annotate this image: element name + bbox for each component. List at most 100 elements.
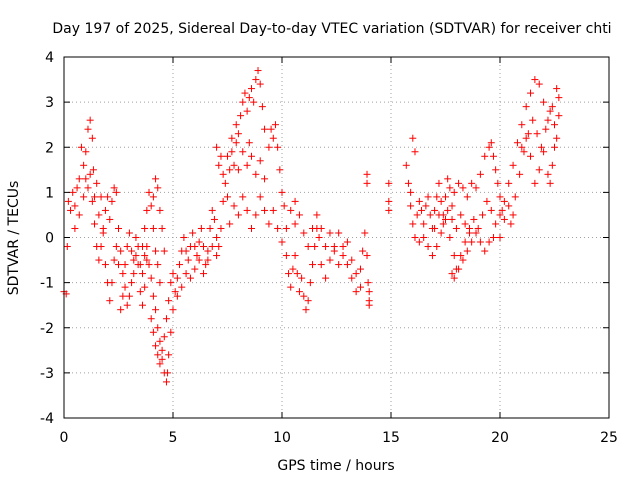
x-tick-labels: 0 5 10 15 20 25 (60, 430, 618, 446)
data-point (167, 328, 175, 336)
data-point (420, 234, 428, 241)
data-point (291, 220, 299, 228)
data-point (95, 211, 103, 219)
data-point (448, 215, 456, 223)
data-point (551, 143, 558, 151)
data-point (533, 130, 541, 138)
data-point (439, 220, 447, 228)
data-point (455, 179, 463, 187)
data-point (487, 139, 495, 147)
data-point (322, 274, 330, 282)
data-point (228, 148, 236, 156)
data-point (496, 234, 504, 241)
data-point (71, 202, 79, 210)
data-point (487, 206, 495, 214)
data-point (489, 234, 497, 241)
data-point (463, 193, 471, 201)
data-point (234, 166, 242, 174)
data-point (555, 94, 563, 102)
data-point (555, 112, 563, 120)
data-point (215, 243, 223, 251)
data-point (496, 211, 504, 219)
data-point (546, 179, 554, 187)
data-point (230, 202, 238, 210)
data-point (476, 238, 484, 246)
data-point (88, 134, 96, 142)
data-point (69, 188, 77, 196)
data-point (287, 283, 295, 291)
data-point (298, 274, 306, 282)
data-point (239, 98, 247, 106)
data-point (479, 211, 487, 219)
data-point (95, 256, 103, 264)
data-point (269, 206, 277, 214)
y-tick-label: 3 (45, 95, 54, 111)
data-point (141, 252, 149, 260)
data-point (472, 184, 480, 192)
data-point (442, 215, 449, 223)
data-point (75, 175, 83, 183)
data-point (204, 247, 212, 255)
data-point (522, 103, 530, 111)
data-point (99, 229, 107, 237)
data-point (304, 297, 312, 305)
data-point (546, 107, 554, 115)
data-point (431, 224, 439, 232)
data-point (315, 234, 323, 241)
data-point (311, 243, 319, 251)
x-tick-label: 10 (273, 430, 291, 446)
data-point (252, 170, 260, 178)
data-point (457, 211, 465, 219)
data-point (409, 134, 417, 142)
data-point (226, 166, 234, 174)
y-tick-label: -4 (40, 411, 54, 427)
data-point (317, 224, 325, 232)
data-point (63, 243, 71, 251)
data-point (256, 80, 264, 88)
data-point (411, 148, 419, 156)
data-point (481, 247, 489, 255)
grid-lines (64, 57, 609, 418)
data-point (130, 270, 138, 278)
data-point (435, 179, 443, 187)
data-point (154, 324, 162, 332)
data-point (149, 292, 157, 300)
data-point (518, 143, 526, 151)
data-point (176, 261, 184, 269)
data-point (84, 184, 92, 192)
data-point (295, 211, 303, 219)
data-point (524, 130, 532, 138)
data-point (293, 270, 301, 278)
data-point (507, 220, 515, 228)
data-point (522, 134, 530, 142)
data-point (287, 206, 295, 214)
data-point (162, 315, 170, 323)
data-point (147, 315, 155, 323)
data-point (261, 175, 269, 183)
data-point (422, 202, 430, 210)
data-point (119, 270, 127, 278)
data-point (152, 175, 160, 183)
data-point (117, 306, 125, 314)
data-point (518, 121, 526, 129)
data-point (149, 224, 157, 232)
data-point (457, 252, 465, 260)
data-point (339, 252, 347, 260)
data-point (101, 261, 109, 269)
data-point (274, 143, 282, 151)
data-point (121, 261, 129, 269)
data-point (245, 139, 253, 147)
data-point (178, 283, 186, 291)
data-point (64, 197, 72, 205)
data-point (468, 238, 476, 246)
x-tick-label: 25 (600, 430, 618, 446)
y-tick-labels: -4 -3 -2 -1 0 1 2 3 4 (40, 50, 54, 427)
data-point (169, 306, 177, 314)
data-point (152, 342, 160, 350)
data-point (363, 170, 371, 178)
data-point (322, 243, 330, 251)
data-point (450, 188, 458, 196)
y-tick-label: -2 (40, 321, 54, 337)
data-point (243, 107, 251, 115)
data-point (474, 224, 482, 232)
